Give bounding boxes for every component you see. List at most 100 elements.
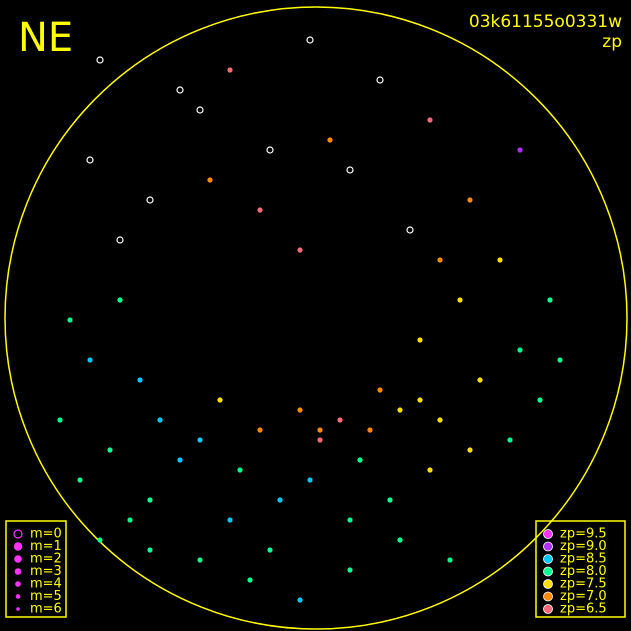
star: [297, 247, 303, 253]
magnitude-symbol: [14, 555, 22, 563]
star: [237, 467, 243, 473]
star: [437, 417, 443, 423]
star: [217, 397, 223, 403]
star: [127, 517, 133, 523]
star: [277, 497, 283, 503]
star: [467, 197, 473, 203]
star: [197, 557, 203, 563]
star: [297, 597, 303, 603]
star: [107, 447, 113, 453]
star: [317, 427, 323, 433]
star: [337, 417, 343, 423]
star: [247, 577, 253, 583]
star: [397, 407, 403, 413]
magnitude-symbol: [16, 607, 20, 611]
star: [347, 517, 353, 523]
star-no-zp: [376, 76, 384, 84]
zp-symbol: [543, 566, 553, 577]
magnitude-symbol: [14, 568, 22, 575]
star: [207, 177, 213, 183]
star: [447, 557, 453, 563]
star-no-zp: [266, 146, 274, 154]
magnitude-label: m=6: [30, 602, 62, 617]
stars: [57, 36, 563, 603]
star: [457, 297, 463, 303]
zp-label: zp=7.5: [560, 577, 607, 592]
star: [327, 137, 333, 143]
star-no-zp: [196, 106, 204, 114]
star-no-zp: [116, 236, 124, 244]
star: [197, 437, 203, 443]
corner-label: NE: [18, 15, 73, 61]
star: [547, 297, 553, 303]
star: [257, 427, 263, 433]
star-no-zp: [86, 156, 94, 164]
magnitude-label: m=1: [30, 539, 62, 554]
star: [57, 417, 63, 423]
star: [417, 397, 423, 403]
star: [97, 537, 103, 543]
star-no-zp: [96, 56, 104, 64]
magnitude-label: m=4: [30, 577, 62, 592]
zp-label: zp=7.0: [560, 589, 607, 604]
magnitude-symbol: [15, 594, 21, 599]
magnitude-label: m=2: [30, 552, 62, 567]
zp-symbol: [543, 541, 553, 552]
star: [507, 437, 513, 443]
magnitude-symbol: [13, 529, 23, 539]
star-no-zp: [176, 86, 184, 94]
magnitude-symbol: [13, 542, 23, 551]
star: [307, 477, 313, 483]
star: [347, 567, 353, 573]
star: [467, 447, 473, 453]
star: [517, 347, 523, 353]
star: [357, 457, 363, 463]
horizon-circle: [4, 6, 628, 630]
star: [137, 377, 143, 383]
star-no-zp: [406, 226, 414, 234]
star-no-zp: [346, 166, 354, 174]
star: [147, 547, 153, 553]
zp-symbol: [543, 554, 553, 564]
star-no-zp: [146, 196, 154, 204]
star: [387, 497, 393, 503]
star: [297, 407, 303, 413]
star: [537, 397, 543, 403]
star: [157, 417, 163, 423]
star-no-zp: [306, 36, 314, 44]
star: [477, 377, 483, 383]
magnitude-legend-box: [5, 520, 67, 618]
star: [147, 497, 153, 503]
magnitude-label: m=0: [30, 527, 62, 542]
mode-label: zp: [602, 32, 622, 52]
star: [557, 357, 563, 363]
magnitude-label: m=5: [30, 589, 62, 604]
star: [267, 547, 273, 553]
star: [87, 357, 93, 363]
star: [497, 257, 503, 263]
zp-symbol: [543, 591, 553, 602]
magnitude-label: m=3: [30, 564, 62, 579]
star: [517, 147, 523, 153]
zp-label: zp=9.5: [560, 527, 607, 542]
star: [377, 387, 383, 393]
zp-symbol: [543, 579, 553, 589]
star: [317, 437, 323, 443]
star: [227, 517, 233, 523]
star: [427, 467, 433, 473]
star: [117, 297, 123, 303]
zp-label: zp=8.5: [560, 552, 607, 567]
zp-symbol: [543, 604, 553, 614]
zp-symbol: [543, 529, 553, 539]
frame-id: 03k61155o0331w: [469, 12, 622, 32]
zp-legend-box: [535, 520, 626, 618]
zp-label: zp=9.0: [560, 539, 607, 554]
star: [427, 117, 433, 123]
star: [437, 257, 443, 263]
star: [397, 537, 403, 543]
star: [177, 457, 183, 463]
magnitude-symbol: [15, 581, 21, 587]
star: [67, 317, 73, 323]
